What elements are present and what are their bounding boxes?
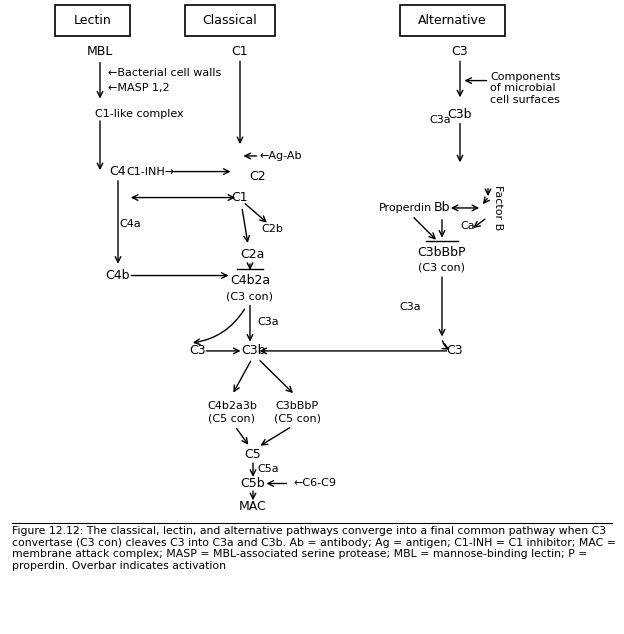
Text: (C5 con): (C5 con)	[273, 413, 321, 424]
Text: C1: C1	[232, 46, 248, 58]
Bar	[55, 5, 130, 36]
Text: (C3 con): (C3 con)	[227, 292, 273, 301]
Text: MAC: MAC	[239, 500, 267, 514]
Text: C3a: C3a	[429, 115, 451, 124]
Text: C2a: C2a	[240, 249, 264, 261]
Text: C3: C3	[190, 344, 207, 358]
Text: MBL: MBL	[87, 46, 113, 58]
Text: C3bBbP: C3bBbP	[275, 401, 319, 410]
Text: C4b2a3b: C4b2a3b	[207, 401, 257, 410]
Text: C3: C3	[452, 46, 469, 58]
Text: C1-like complex: C1-like complex	[95, 110, 183, 119]
Text: Properdin: Properdin	[378, 203, 432, 213]
Text: C3: C3	[447, 344, 463, 358]
Text: C4: C4	[110, 165, 126, 178]
Text: C4b: C4b	[105, 269, 130, 282]
Text: C1-INH→: C1-INH→	[126, 167, 174, 176]
Text: ←Ag-Ab: ←Ag-Ab	[260, 151, 303, 161]
Text: C5: C5	[245, 448, 261, 462]
Text: ←MASP 1,2: ←MASP 1,2	[108, 84, 170, 93]
Text: C2: C2	[250, 171, 266, 183]
Text: C1: C1	[232, 191, 248, 204]
Bar	[185, 5, 275, 36]
Text: ←C6-C9: ←C6-C9	[293, 479, 336, 488]
Text: Lectin: Lectin	[74, 15, 111, 27]
Text: C5a: C5a	[257, 464, 279, 474]
Text: Factor B: Factor B	[493, 185, 503, 231]
Bar	[400, 5, 505, 36]
Text: C4a: C4a	[119, 219, 141, 228]
Text: C2b: C2b	[261, 224, 283, 234]
Text: C3b: C3b	[241, 344, 266, 358]
Text: C5b: C5b	[241, 477, 265, 490]
Text: C3bBbP: C3bBbP	[417, 245, 466, 259]
Text: Components
of microbial
cell surfaces: Components of microbial cell surfaces	[490, 72, 560, 105]
Text: Bb: Bb	[434, 202, 451, 214]
Text: ←Bacterial cell walls: ←Bacterial cell walls	[108, 68, 222, 78]
Text: Classical: Classical	[203, 15, 257, 27]
Text: Ca: Ca	[461, 221, 475, 231]
Text: C4b2a: C4b2a	[230, 275, 270, 287]
Text: C3b: C3b	[448, 108, 472, 121]
Text: (C3 con): (C3 con)	[419, 262, 466, 273]
Text: Figure 12.12: The classical, lectin, and alternative pathways converge into a fi: Figure 12.12: The classical, lectin, and…	[12, 526, 617, 571]
Text: C3a: C3a	[257, 318, 279, 327]
Text: C3a: C3a	[399, 302, 421, 312]
Text: Alternative: Alternative	[418, 15, 487, 27]
Text: (C5 con): (C5 con)	[208, 413, 255, 424]
